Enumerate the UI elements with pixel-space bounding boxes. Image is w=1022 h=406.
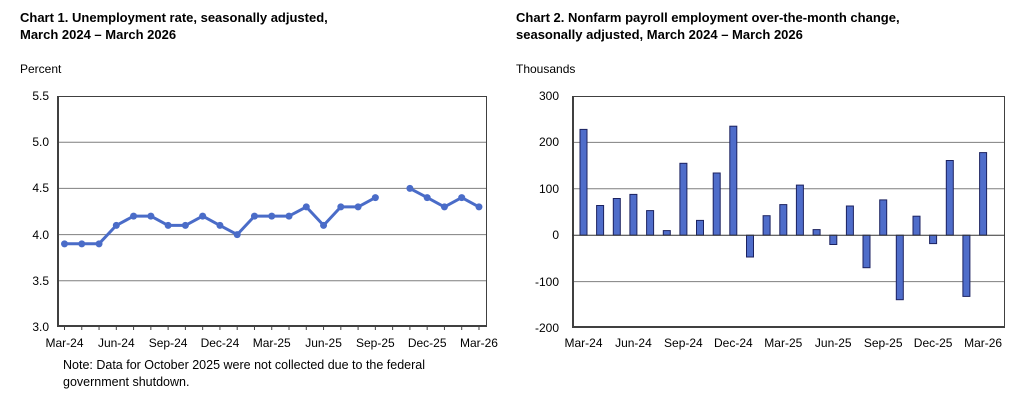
x-tick-label: Mar-26 bbox=[459, 336, 498, 350]
payroll-bar-Sep-25 bbox=[879, 199, 888, 236]
data-point-marker-Feb-25 bbox=[250, 212, 258, 220]
y-tick-label: 5.5 bbox=[32, 89, 49, 103]
data-point-marker-Mar-25 bbox=[268, 212, 276, 220]
x-tick-label: Sep-25 bbox=[863, 336, 903, 350]
y-tick-label: 300 bbox=[538, 89, 559, 103]
data-point-marker-May-24 bbox=[95, 240, 103, 248]
y-tick-label: 4.0 bbox=[32, 227, 49, 242]
chart2-title-line1: Chart 2. Nonfarm payroll employment over… bbox=[516, 10, 900, 25]
chart1-unemployment-line-plot bbox=[57, 96, 487, 330]
x-tick-label: Mar-25 bbox=[764, 336, 803, 350]
payroll-bar-Nov-25 bbox=[912, 215, 921, 236]
payroll-bar-Mar-25 bbox=[779, 204, 788, 236]
y-tick-label: 4.5 bbox=[32, 181, 49, 196]
y-tick-label: 3.0 bbox=[32, 320, 49, 334]
x-tick-label: Jun-24 bbox=[615, 336, 652, 350]
data-point-marker-Sep-25 bbox=[371, 194, 379, 202]
payroll-bar-Oct-25 bbox=[895, 234, 904, 301]
data-point-marker-Feb-26 bbox=[458, 194, 466, 202]
x-tick-label: Mar-24 bbox=[564, 336, 603, 350]
payroll-bar-Jul-24 bbox=[646, 210, 655, 236]
payroll-bar-Jun-25 bbox=[829, 234, 838, 245]
chart2-title-line2: seasonally adjusted, March 2024 – March … bbox=[516, 27, 803, 42]
y-tick-label: 5.0 bbox=[32, 135, 49, 150]
chart1-title-line2: March 2024 – March 2026 bbox=[20, 27, 177, 42]
x-tick-label: Jun-24 bbox=[97, 336, 135, 350]
data-point-marker-Apr-25 bbox=[285, 212, 293, 220]
data-point-marker-Nov-25 bbox=[406, 184, 414, 192]
payroll-bar-Sep-24 bbox=[679, 162, 688, 236]
x-tick-label: Dec-24 bbox=[714, 336, 753, 350]
payroll-bar-Apr-24 bbox=[596, 205, 605, 236]
data-point-marker-Mar-24 bbox=[61, 240, 68, 248]
payroll-bar-Dec-24 bbox=[729, 125, 738, 236]
payroll-bar-Mar-26 bbox=[979, 152, 988, 236]
chart1-unit-label: Percent bbox=[20, 62, 62, 76]
x-tick-label: Mar-26 bbox=[964, 336, 1003, 350]
data-point-marker-Jul-24 bbox=[130, 212, 138, 220]
x-tick-label: Jun-25 bbox=[305, 336, 342, 350]
data-point-marker-Aug-24 bbox=[147, 212, 155, 220]
chart2-payroll-bar-plot bbox=[572, 96, 1005, 328]
data-point-marker-Oct-24 bbox=[181, 221, 189, 229]
chart2-title: Chart 2. Nonfarm payroll employment over… bbox=[516, 9, 900, 43]
y-tick-label: -100 bbox=[534, 274, 559, 289]
data-point-marker-Jun-24 bbox=[112, 221, 120, 229]
x-tick-label: Mar-25 bbox=[252, 336, 291, 350]
payroll-bar-Dec-25 bbox=[929, 234, 938, 245]
payroll-bar-Jul-25 bbox=[845, 205, 854, 236]
x-tick-label: Jun-25 bbox=[814, 336, 852, 350]
chart2-unit-label: Thousands bbox=[516, 62, 576, 76]
x-tick-label: Mar-24 bbox=[45, 336, 84, 350]
payroll-bar-Jun-24 bbox=[629, 193, 638, 236]
chart1-title-line1: Chart 1. Unemployment rate, seasonally a… bbox=[20, 10, 328, 25]
payroll-bar-Feb-25 bbox=[762, 215, 771, 236]
data-point-marker-Aug-25 bbox=[354, 203, 362, 211]
data-point-marker-May-25 bbox=[302, 203, 310, 211]
payroll-bar-Jan-26 bbox=[945, 160, 954, 236]
x-tick-label: Dec-24 bbox=[200, 336, 240, 350]
x-tick-label: Dec-25 bbox=[913, 336, 953, 350]
y-tick-label: 0 bbox=[552, 228, 559, 243]
chart1-note-line1: Note: Data for October 2025 were not col… bbox=[63, 358, 426, 372]
y-tick-label: 3.5 bbox=[32, 273, 49, 288]
data-point-marker-Sep-24 bbox=[164, 221, 172, 229]
payroll-bar-Feb-26 bbox=[962, 234, 971, 297]
data-point-marker-Dec-25 bbox=[423, 194, 431, 202]
data-point-marker-Nov-24 bbox=[199, 212, 207, 220]
plot-frame bbox=[57, 96, 487, 327]
y-tick-label: 200 bbox=[538, 135, 559, 150]
payroll-bar-Oct-24 bbox=[696, 219, 704, 236]
chart1-note: Note: Data for October 2025 were not col… bbox=[63, 357, 425, 391]
data-point-marker-Dec-24 bbox=[216, 221, 224, 229]
data-point-marker-Jul-25 bbox=[337, 203, 345, 211]
x-tick-label: Dec-25 bbox=[407, 336, 447, 350]
data-point-marker-Mar-26 bbox=[475, 203, 483, 211]
payroll-bar-Aug-24 bbox=[662, 230, 671, 236]
data-point-marker-Jun-25 bbox=[320, 221, 328, 229]
payroll-bar-Jan-25 bbox=[746, 234, 754, 258]
payroll-bar-Mar-24 bbox=[579, 128, 588, 236]
x-tick-label: Sep-25 bbox=[356, 336, 395, 350]
payroll-bar-Nov-24 bbox=[712, 172, 721, 236]
payroll-bar-May-25 bbox=[812, 229, 821, 236]
y-tick-label: -200 bbox=[534, 321, 559, 335]
payroll-bar-May-24 bbox=[612, 198, 621, 236]
chart1-note-line2: government shutdown. bbox=[63, 375, 190, 389]
payroll-bar-Aug-25 bbox=[862, 234, 871, 269]
chart1-title: Chart 1. Unemployment rate, seasonally a… bbox=[20, 9, 328, 43]
data-point-marker-Apr-24 bbox=[78, 240, 86, 248]
data-point-marker-Jan-25 bbox=[233, 231, 241, 239]
payroll-bar-Apr-25 bbox=[795, 184, 804, 236]
x-tick-label: Sep-24 bbox=[148, 336, 188, 350]
data-point-marker-Jan-26 bbox=[440, 203, 448, 211]
unemployment-rate-line bbox=[63, 196, 377, 246]
y-tick-label: 100 bbox=[538, 181, 559, 196]
x-tick-label: Sep-24 bbox=[664, 336, 703, 350]
